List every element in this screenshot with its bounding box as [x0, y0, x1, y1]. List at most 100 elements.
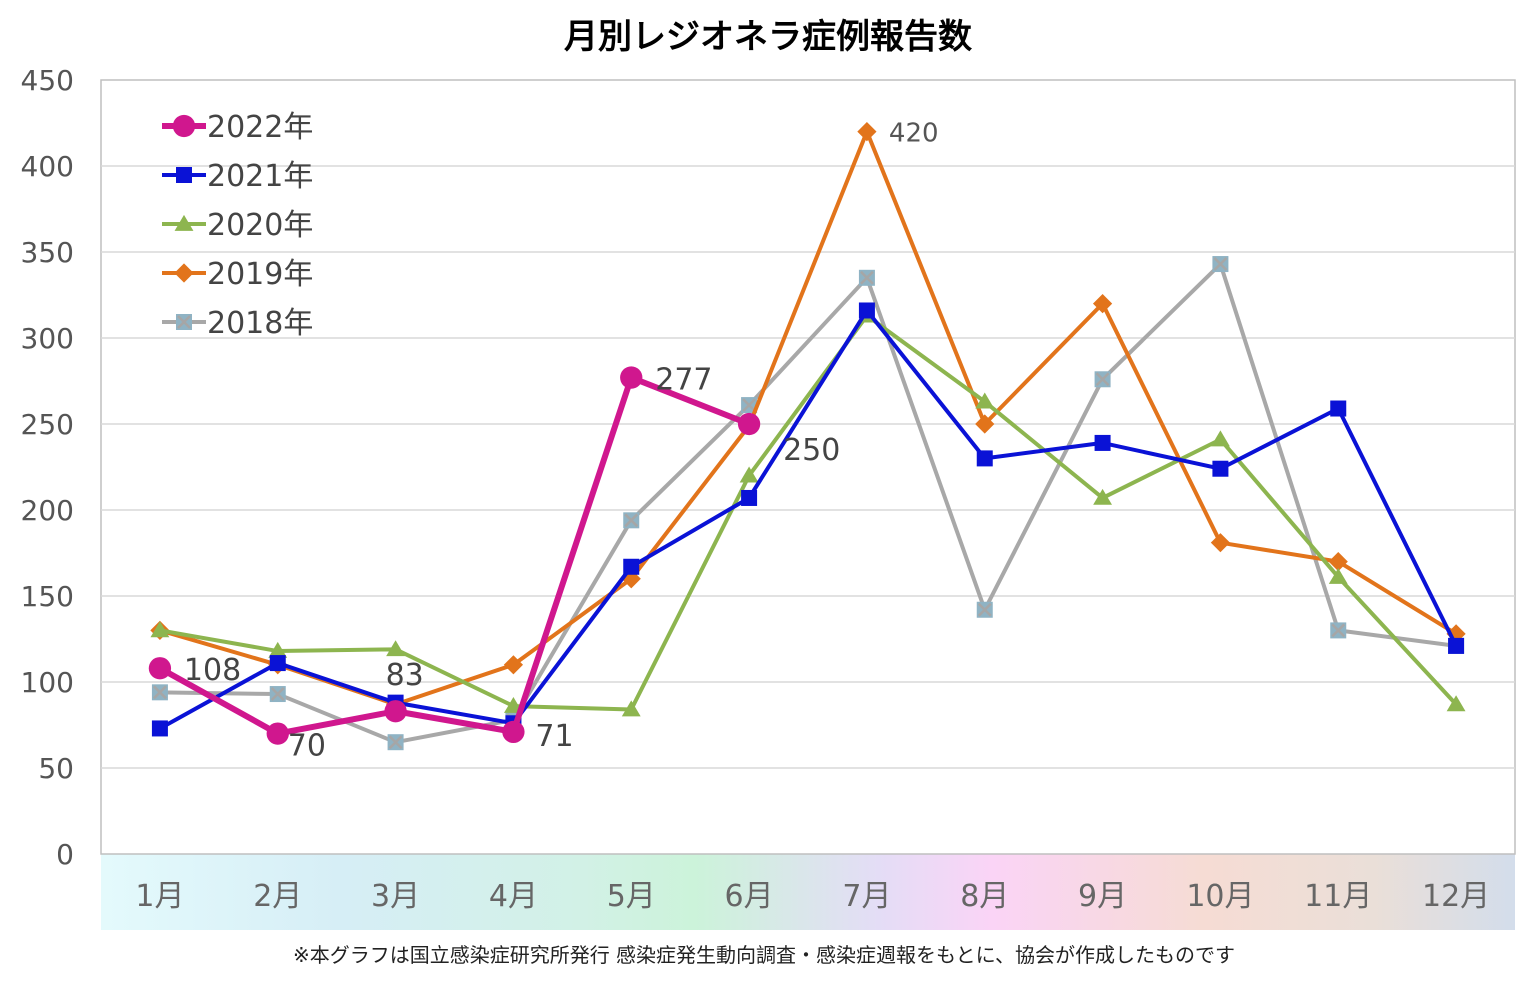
data-point [976, 601, 993, 618]
x-tick-label: 7月 [842, 879, 891, 914]
data-label: 71 [535, 719, 573, 754]
y-tick-label: 100 [21, 666, 74, 699]
series-group [148, 122, 1466, 751]
y-tick-label: 50 [38, 752, 74, 785]
data-point [1330, 622, 1347, 639]
legend-label: 2018年 [207, 306, 313, 341]
series-line [158, 374, 751, 737]
data-point [1094, 434, 1111, 451]
y-tick-label: 400 [21, 150, 74, 183]
data-label: 250 [783, 433, 840, 468]
data-point [1330, 400, 1347, 417]
x-axis-ticks: 1月 2月 3月 4月 5月 6月 7月 8月 9月 10月 11月 12月 [135, 879, 1490, 914]
data-label: 420 [889, 119, 939, 149]
y-tick-label: 200 [21, 494, 74, 527]
data-point [1328, 567, 1348, 584]
y-tick-label: 450 [21, 64, 74, 97]
data-point [975, 392, 995, 409]
data-point [386, 640, 406, 657]
data-point [387, 734, 404, 751]
data-point [623, 512, 640, 529]
data-point [1092, 294, 1113, 314]
series-2018年 [151, 256, 1465, 751]
data-point [1212, 460, 1229, 477]
data-point [266, 722, 289, 745]
data-point [1446, 695, 1466, 712]
legend-label: 2019年 [207, 257, 313, 292]
data-point [269, 686, 286, 703]
series-line [158, 308, 1458, 731]
legend-label: 2022年 [207, 110, 313, 145]
data-label: 83 [386, 658, 424, 693]
data-label: 108 [184, 653, 241, 688]
data-point [1210, 430, 1230, 447]
data-point [503, 655, 524, 675]
x-tick-label: 1月 [135, 879, 184, 914]
x-tick-label: 9月 [1078, 879, 1127, 914]
data-point [1210, 533, 1231, 553]
data-point [151, 720, 168, 737]
data-point [737, 412, 761, 436]
x-tick-label: 10月 [1186, 879, 1254, 914]
data-point [151, 684, 168, 701]
x-tick-label: 12月 [1422, 879, 1490, 914]
data-point [857, 122, 877, 142]
data-point [269, 655, 286, 672]
data-point [148, 657, 172, 680]
data-point [150, 621, 170, 638]
y-tick-label: 300 [21, 322, 74, 355]
data-point [975, 414, 995, 434]
series-line [159, 262, 1457, 745]
y-tick-label: 350 [21, 236, 74, 269]
legend: 2022年 2021年 2020年 2019年 2018年 [162, 110, 313, 341]
data-point [384, 700, 407, 723]
legend-marker [176, 314, 192, 330]
x-tick-label: 3月 [371, 879, 420, 914]
data-point [621, 700, 641, 717]
series-line [159, 313, 1458, 712]
legend-marker [172, 114, 196, 138]
data-point [858, 302, 875, 319]
plot-area-frame [100, 79, 1516, 855]
y-tick-label: 150 [21, 580, 74, 613]
series-2022年 [148, 366, 761, 745]
legend-label: 2021年 [207, 159, 313, 194]
data-point [623, 558, 640, 575]
data-label: 277 [655, 363, 712, 398]
y-axis-ticks: 0 50 100 150 200 250 300 350 400 450 [21, 64, 74, 871]
series-line [159, 129, 1458, 707]
data-point [1448, 637, 1465, 654]
legend-item: 2021年 [162, 159, 313, 194]
data-point [741, 397, 758, 414]
data-point [858, 269, 875, 286]
data-point [502, 720, 525, 744]
x-tick-label: 11月 [1304, 879, 1372, 914]
legend-item: 2018年 [162, 306, 313, 341]
x-tick-label: 6月 [725, 879, 774, 914]
data-label: 70 [288, 729, 326, 764]
legend-marker [174, 263, 194, 283]
data-labels: 108 70 83 71 277 250 420 [184, 119, 939, 764]
legend-item: 2019年 [162, 257, 313, 292]
data-point [268, 641, 288, 658]
legend-item: 2020年 [162, 208, 313, 243]
x-tick-label: 8月 [960, 879, 1009, 914]
data-point [741, 489, 758, 506]
data-point [1094, 371, 1111, 388]
y-tick-label: 250 [21, 408, 74, 441]
legend-item: 2022年 [162, 110, 313, 145]
y-tick-label: 0 [56, 838, 74, 871]
x-tick-label: 2月 [253, 879, 302, 914]
data-point [1328, 552, 1348, 572]
x-axis-band [101, 854, 1515, 930]
data-point [739, 466, 759, 483]
series-2021年 [151, 302, 1465, 737]
legend-marker [176, 167, 192, 183]
data-point [620, 366, 643, 389]
data-point [1093, 488, 1113, 505]
data-point [1212, 256, 1229, 273]
x-tick-label: 4月 [489, 879, 538, 914]
data-point [976, 450, 993, 467]
chart-title: 月別レジオネラ症例報告数 [564, 17, 972, 57]
